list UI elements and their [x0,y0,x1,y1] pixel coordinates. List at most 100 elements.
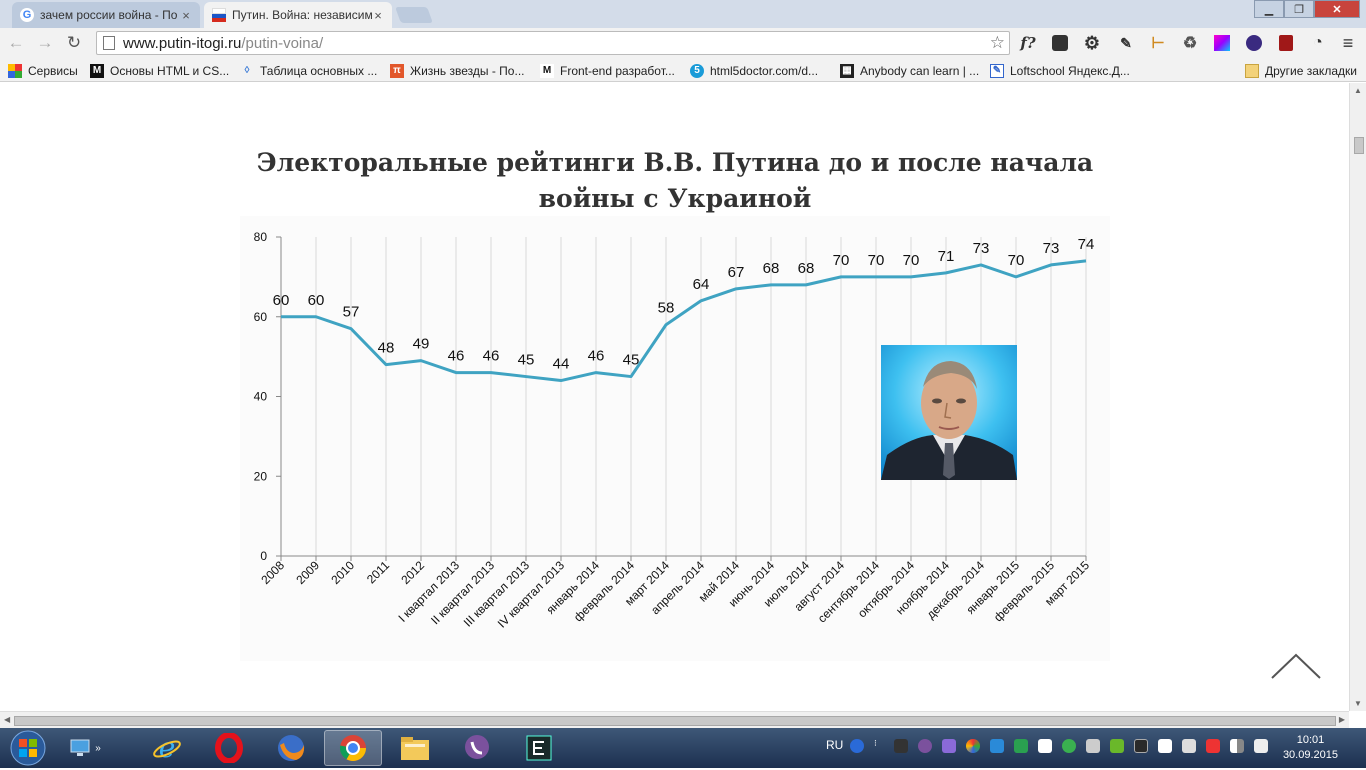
bookmark-frontend[interactable]: M Front-end разработ... [540,62,675,79]
gear-icon[interactable]: ⚙ [1083,32,1101,53]
vertical-scroll-thumb[interactable] [1354,137,1364,154]
m-logo-icon: M [540,63,554,78]
tab-search[interactable]: G зачем россии война - По × [12,2,200,28]
y-tick-label: 80 [254,230,268,244]
network-drive-icon[interactable] [990,739,1004,753]
system-clock[interactable]: 10:01 30.09.2015 [1283,733,1338,763]
color-palette-icon[interactable] [1212,33,1232,53]
taskbar-explorer[interactable] [386,730,444,766]
back-button[interactable]: ← [7,33,25,52]
data-label: 70 [833,252,850,269]
scroll-right-arrow-icon[interactable]: ▶ [1338,715,1345,724]
data-label: 60 [308,292,325,309]
pi-icon: π [390,63,404,78]
bookmark-html5doctor[interactable]: 5 html5doctor.com/d... [690,62,818,79]
taskbar-firefox[interactable] [262,730,320,766]
data-label: 73 [1043,240,1060,257]
reload-button[interactable]: ↻ [66,33,82,52]
data-label: 67 [728,264,745,281]
data-label: 70 [868,252,885,269]
bookmark-table[interactable]: ◊ Таблица основных ... [240,62,378,79]
address-bar[interactable]: www.putin-itogi.ru/putin-voina/ ☆ [96,31,1010,55]
eyedropper-icon[interactable]: ✎ [1120,34,1132,51]
data-label: 73 [973,240,990,257]
taskbar-chrome[interactable] [324,730,382,766]
other-bookmarks-label: Другие закладки [1265,63,1357,78]
start-button[interactable] [2,729,54,767]
scroll-to-top-button[interactable] [1268,650,1324,685]
display-icon[interactable] [1134,739,1148,753]
other-bookmarks[interactable]: Другие закладки [1245,62,1357,79]
windows-flag-icon[interactable] [1038,739,1052,753]
speedometer-icon[interactable] [1244,33,1264,53]
data-label: 58 [658,300,675,317]
bookmark-star-life[interactable]: π Жизнь звезды - По... [390,62,524,79]
scroll-up-arrow-icon[interactable]: ▲ [1354,86,1362,95]
bookmark-services[interactable]: Сервисы [8,62,78,79]
hierarchy-extension-icon[interactable]: ⊢ [1151,35,1165,52]
recycle-icon[interactable]: ♻ [1182,35,1198,52]
viber-tray-icon[interactable] [918,739,932,753]
data-label: 46 [588,348,605,365]
bookmark-html-css[interactable]: M Основы HTML и CS... [90,62,229,79]
bookmark-star-icon[interactable]: ☆ [989,33,1005,52]
ie-icon: e [153,733,181,763]
close-icon[interactable]: × [182,7,190,23]
menu-icon[interactable]: ≡ [1342,32,1354,53]
language-indicator[interactable]: RU [826,738,844,752]
chrome-tray-icon[interactable] [966,739,980,753]
horizontal-scrollbar[interactable]: ◀ ▶ [0,711,1349,728]
fquestion-extension-icon[interactable]: f? [1020,34,1036,52]
y-tick-label: 20 [254,469,268,483]
vertical-scrollbar[interactable]: ▲ ▼ [1349,83,1366,711]
spy-icon[interactable] [894,739,908,753]
taskbar-editor[interactable] [510,730,568,766]
tab-putin-voina[interactable]: Путин. Война: независим × [204,2,392,28]
volume-icon[interactable] [1086,739,1100,753]
scroll-left-arrow-icon[interactable]: ◀ [4,715,11,724]
folder-icon [1245,63,1259,78]
clock-extension-icon[interactable]: ◔ [1313,34,1323,51]
scroll-down-arrow-icon[interactable]: ▼ [1354,699,1362,708]
action-center-icon[interactable] [1182,739,1196,753]
pen-icon[interactable] [942,739,956,753]
sync-icon[interactable] [1062,739,1076,753]
maximize-button[interactable]: ❐ [1284,0,1314,18]
minimize-button[interactable]: ▁ [1254,0,1284,18]
dropbox-icon[interactable] [1014,739,1028,753]
window-close-button[interactable]: ✕ [1314,0,1360,18]
arrow-extension-icon[interactable] [1050,33,1070,53]
y-tick-label: 0 [260,549,267,563]
battery-icon[interactable] [1254,739,1268,753]
bookmark-label: Front-end разработ... [560,63,675,78]
m-logo-icon: M [90,63,104,78]
network-warning-icon[interactable] [1206,739,1220,753]
bookmark-code-org[interactable]: ▦ Anybody can learn | ... [840,62,979,79]
taskbar-viber[interactable] [448,730,506,766]
taskbar-opera[interactable] [200,730,258,766]
x-tick-label: 2009 [293,558,322,587]
x-tick-label: 2012 [398,558,427,587]
chart-title: Электоральные рейтинги В.В. Путина до и … [240,145,1110,217]
data-label: 46 [448,348,465,365]
tray-expand-icon[interactable]: ⁝ [874,738,877,748]
e-app-icon [526,735,552,761]
signal-icon[interactable] [1230,739,1244,753]
taskbar-show-desktop[interactable]: » [60,730,110,766]
ublock-icon[interactable] [1276,33,1296,53]
forward-button[interactable]: → [36,33,54,52]
horizontal-scroll-thumb[interactable] [14,716,1336,726]
data-label: 68 [763,260,780,277]
bookmark-loftschool[interactable]: ✎ Loftschool Яндекс.Д... [990,62,1130,79]
close-icon[interactable]: × [374,7,382,23]
bookmark-label: Жизнь звезды - По... [410,63,525,78]
new-tab-button[interactable] [395,7,433,23]
tab-strip: G зачем россии война - По × Путин. Война… [0,0,1366,28]
url-path: /putin-voina/ [241,34,324,52]
clock-time: 10:01 [1296,734,1325,746]
data-label: 48 [378,340,395,357]
help-icon[interactable] [850,739,864,753]
taskbar-internet-explorer[interactable]: e [138,730,196,766]
nvidia-icon[interactable] [1110,739,1124,753]
notes-icon[interactable] [1158,739,1172,753]
